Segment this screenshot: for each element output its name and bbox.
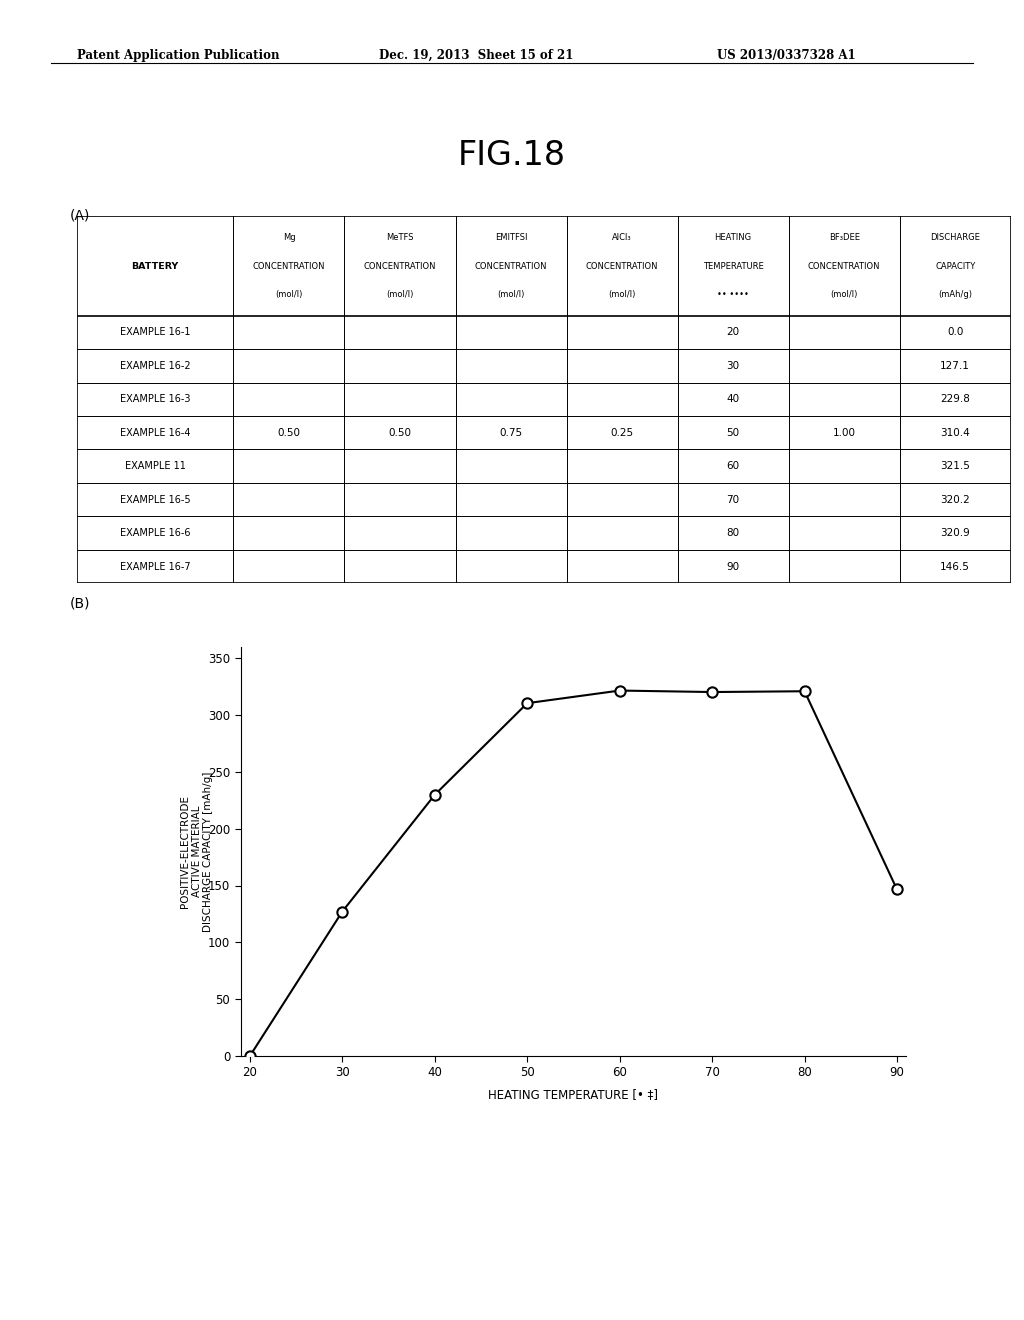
- Text: 80: 80: [727, 528, 739, 539]
- Text: 321.5: 321.5: [940, 461, 970, 471]
- Text: (mol/l): (mol/l): [498, 290, 524, 300]
- Text: FIG.18: FIG.18: [458, 139, 566, 172]
- Point: [427, 784, 443, 805]
- Text: Dec. 19, 2013  Sheet 15 of 21: Dec. 19, 2013 Sheet 15 of 21: [379, 49, 573, 62]
- Point: [611, 680, 628, 701]
- Point: [889, 879, 905, 900]
- Text: 30: 30: [727, 360, 739, 371]
- Text: 70: 70: [727, 495, 739, 504]
- Text: 320.9: 320.9: [940, 528, 970, 539]
- Point: [519, 693, 536, 714]
- Text: 40: 40: [727, 395, 739, 404]
- Text: EMITFSI: EMITFSI: [495, 232, 527, 242]
- Text: CONCENTRATION: CONCENTRATION: [808, 261, 881, 271]
- Text: 310.4: 310.4: [940, 428, 970, 438]
- Text: (B): (B): [70, 597, 90, 611]
- Text: (mol/l): (mol/l): [830, 290, 858, 300]
- Text: HEATING: HEATING: [715, 232, 752, 242]
- Text: 0.50: 0.50: [278, 428, 300, 438]
- Text: EXAMPLE 16-3: EXAMPLE 16-3: [120, 395, 190, 404]
- Text: CAPACITY: CAPACITY: [935, 261, 975, 271]
- Text: 20: 20: [727, 327, 739, 338]
- Text: EXAMPLE 16-7: EXAMPLE 16-7: [120, 562, 190, 572]
- Text: EXAMPLE 16-1: EXAMPLE 16-1: [120, 327, 190, 338]
- Text: 0.25: 0.25: [610, 428, 634, 438]
- Text: 90: 90: [727, 562, 739, 572]
- Text: US 2013/0337328 A1: US 2013/0337328 A1: [717, 49, 855, 62]
- Text: DISCHARGE: DISCHARGE: [930, 232, 980, 242]
- Text: 127.1: 127.1: [940, 360, 970, 371]
- Text: AlCl₃: AlCl₃: [612, 232, 632, 242]
- Text: BATTERY: BATTERY: [131, 261, 179, 271]
- X-axis label: HEATING TEMPERATURE [• ‡]: HEATING TEMPERATURE [• ‡]: [488, 1088, 658, 1101]
- Text: CONCENTRATION: CONCENTRATION: [586, 261, 658, 271]
- Text: CONCENTRATION: CONCENTRATION: [253, 261, 326, 271]
- Point: [797, 681, 813, 702]
- Text: Mg: Mg: [283, 232, 295, 242]
- Text: (mAh/g): (mAh/g): [938, 290, 972, 300]
- Text: (mol/l): (mol/l): [275, 290, 303, 300]
- Text: EXAMPLE 16-5: EXAMPLE 16-5: [120, 495, 190, 504]
- Text: 0.75: 0.75: [500, 428, 522, 438]
- Text: EXAMPLE 16-6: EXAMPLE 16-6: [120, 528, 190, 539]
- Text: 60: 60: [727, 461, 739, 471]
- Text: CONCENTRATION: CONCENTRATION: [364, 261, 436, 271]
- Text: (A): (A): [70, 209, 90, 223]
- Text: •• ••••: •• ••••: [717, 290, 749, 300]
- Text: (mol/l): (mol/l): [608, 290, 636, 300]
- Point: [242, 1045, 258, 1067]
- Y-axis label: POSITIVE-ELECTRODE
ACTIVE MATERIAL
DISCHARGE CAPACITY [mAh/g]: POSITIVE-ELECTRODE ACTIVE MATERIAL DISCH…: [180, 771, 213, 932]
- Text: 320.2: 320.2: [940, 495, 970, 504]
- Point: [703, 681, 720, 702]
- Text: 146.5: 146.5: [940, 562, 970, 572]
- Text: 50: 50: [727, 428, 739, 438]
- Text: Patent Application Publication: Patent Application Publication: [77, 49, 280, 62]
- Text: TEMPERATURE: TEMPERATURE: [702, 261, 764, 271]
- Text: 229.8: 229.8: [940, 395, 970, 404]
- Text: CONCENTRATION: CONCENTRATION: [475, 261, 547, 271]
- Text: EXAMPLE 11: EXAMPLE 11: [125, 461, 185, 471]
- Text: 0.50: 0.50: [388, 428, 412, 438]
- Text: (mol/l): (mol/l): [386, 290, 414, 300]
- Point: [334, 902, 350, 923]
- Text: 0.0: 0.0: [947, 327, 964, 338]
- Text: MeTFS: MeTFS: [386, 232, 414, 242]
- Text: EXAMPLE 16-4: EXAMPLE 16-4: [120, 428, 190, 438]
- Text: BF₃DEE: BF₃DEE: [828, 232, 859, 242]
- Text: 1.00: 1.00: [833, 428, 856, 438]
- Text: EXAMPLE 16-2: EXAMPLE 16-2: [120, 360, 190, 371]
